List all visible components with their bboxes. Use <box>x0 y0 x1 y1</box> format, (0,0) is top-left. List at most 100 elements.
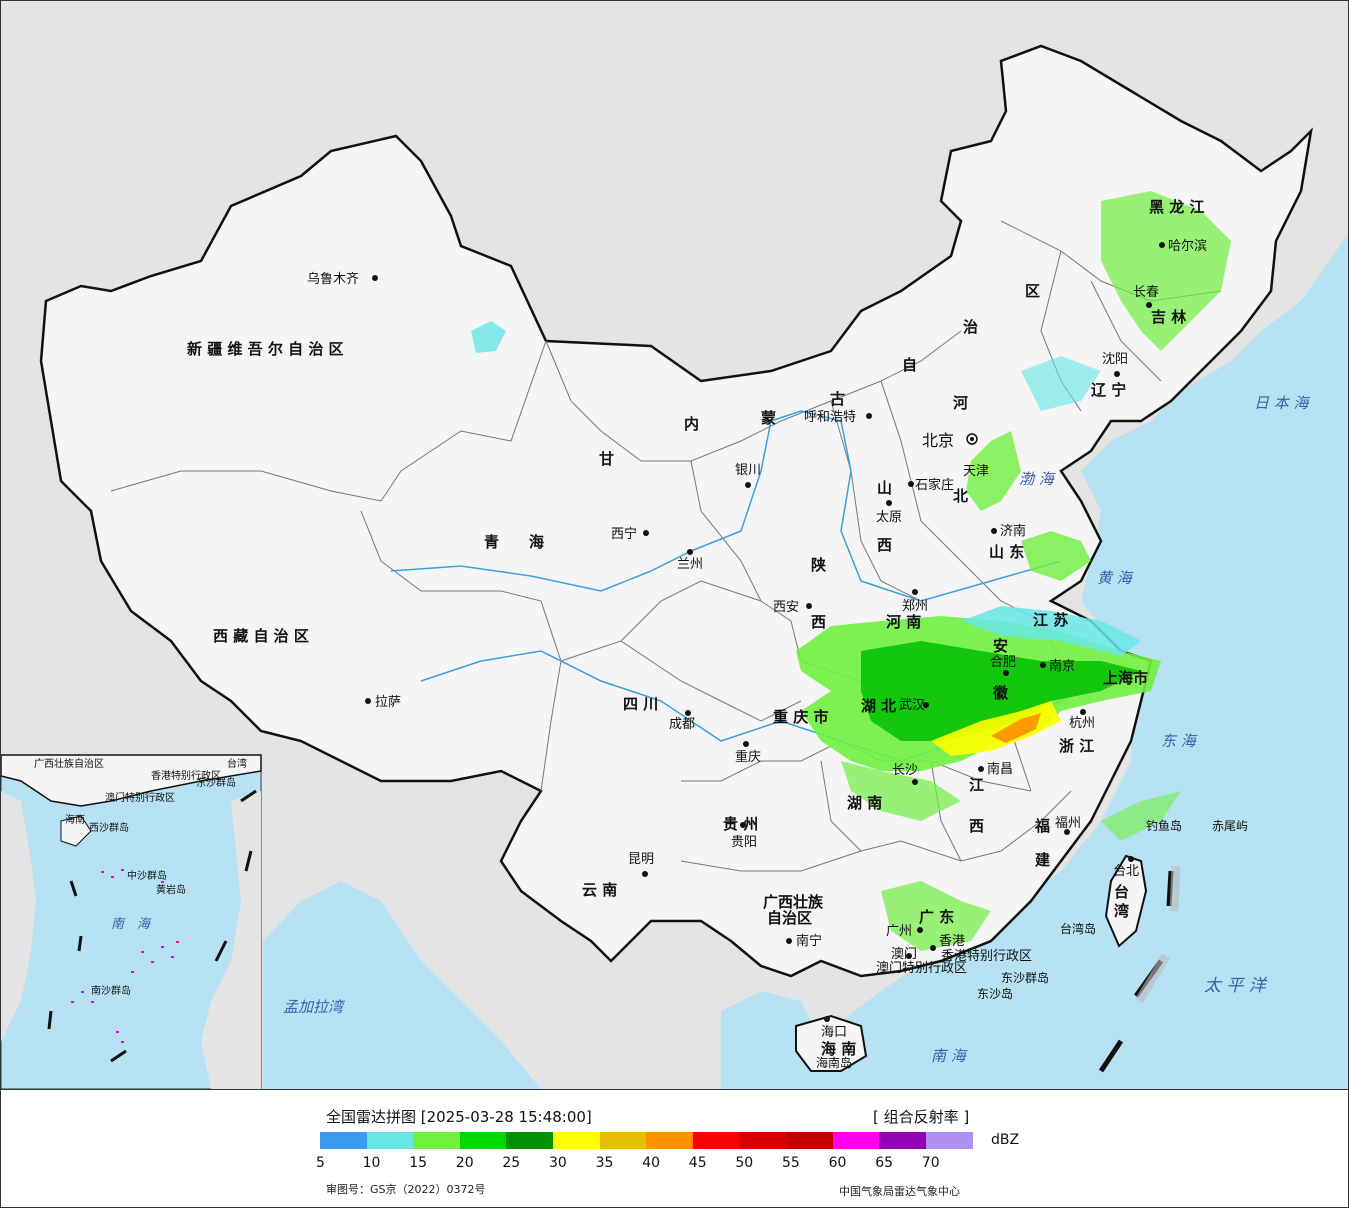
color-tick-30: 30 <box>549 1155 567 1171</box>
city-chengdu: 成都 <box>669 710 695 732</box>
svg-text:武汉: 武汉 <box>899 698 925 713</box>
label-jilin: 吉 林 <box>1151 308 1187 326</box>
color-swatch-8 <box>692 1132 740 1149</box>
label-hainan-island: 海南岛 <box>816 1055 852 1070</box>
svg-text:太原: 太原 <box>876 510 902 525</box>
color-swatch-11 <box>832 1132 880 1149</box>
label-japan-sea: 日 本 海 <box>1254 394 1311 412</box>
east-sea-area <box>761 233 1348 1089</box>
unit-label: dBZ <box>991 1132 1020 1148</box>
label-bengal: 孟加拉湾 <box>283 998 346 1016</box>
label-neimenggu-4: 治 <box>963 318 978 336</box>
label-taiwan-island: 台湾岛 <box>1060 921 1096 936</box>
color-tick-25: 25 <box>502 1155 521 1171</box>
review-number: 审图号：GS京（2022）0372号 <box>326 1183 486 1196</box>
svg-text:昆明: 昆明 <box>628 852 654 867</box>
label-jiangxi-1: 西 <box>969 817 984 835</box>
label-neimenggu-0: 内 <box>684 415 699 433</box>
color-swatch-10 <box>786 1132 833 1149</box>
color-swatch-0 <box>320 1132 367 1149</box>
city-xian: 西安 <box>773 600 812 615</box>
city-kunming: 昆明 <box>628 852 654 877</box>
label-hebei-0: 河 <box>953 394 968 412</box>
svg-text:澳门: 澳门 <box>891 946 917 962</box>
label-south-sea: 南 海 <box>931 1047 968 1065</box>
svg-text:银川: 银川 <box>735 463 761 478</box>
label-tianjin: 天津 <box>963 464 989 479</box>
label-chongqing: 重 庆 市 <box>773 708 828 726</box>
issuer: 中国气象局雷达气象中心 <box>839 1185 960 1198</box>
label-hunan: 湖 南 <box>847 794 882 812</box>
svg-text:沈阳: 沈阳 <box>1102 352 1128 367</box>
color-swatch-1 <box>366 1132 414 1149</box>
svg-text:石家庄: 石家庄 <box>915 477 954 493</box>
color-tick-20: 20 <box>455 1155 474 1171</box>
city-harbin: 哈尔滨 <box>1159 238 1207 254</box>
city-macau: 澳门 <box>891 946 917 962</box>
label-chiwei: 赤尾屿 <box>1212 819 1248 833</box>
label-guangxi-0: 广西壮族 <box>763 893 824 911</box>
color-tick-40: 40 <box>642 1155 661 1171</box>
south-sea-inset: 广西壮族自治区 台湾 香港特别行政区 澳门特别行政区 东沙群岛 西沙群岛 中沙群… <box>1 754 262 1089</box>
city-lhasa: 拉萨 <box>365 695 401 710</box>
label-bohai: 渤 海 <box>1019 470 1056 488</box>
city-beijing: 北京 <box>922 431 978 450</box>
city-hohhot: 呼和浩特 <box>804 410 872 425</box>
svg-text:西宁: 西宁 <box>611 526 637 542</box>
city-yinchuan: 银川 <box>735 463 761 488</box>
label-macau-sar: 澳门特别行政区 <box>876 960 967 976</box>
svg-text:台北: 台北 <box>1113 864 1139 879</box>
label-hk-sar: 香港特别行政区 <box>941 949 1032 964</box>
svg-text:海南: 海南 <box>65 813 85 826</box>
svg-text:长沙: 长沙 <box>892 763 918 778</box>
svg-text:郑州: 郑州 <box>902 599 928 614</box>
city-urumqi: 乌鲁木齐 <box>307 271 378 287</box>
svg-text:贵阳: 贵阳 <box>731 835 757 850</box>
echo-central-dark <box>861 641 1141 741</box>
city-guiyang: 贵阳 <box>731 822 757 850</box>
color-tick-35: 35 <box>595 1155 614 1171</box>
svg-text:哈尔滨: 哈尔滨 <box>1168 238 1207 254</box>
label-hebei-1: 北 <box>953 487 968 505</box>
city-zhengzhou: 郑州 <box>902 589 928 614</box>
city-changchun: 长春 <box>1133 285 1159 308</box>
map-title: 全国雷达拼图 [2025-03-28 15:48:00] <box>326 1108 592 1126</box>
label-heilongjiang: 黑 龙 江 <box>1149 198 1204 216</box>
color-swatch-5 <box>553 1132 600 1149</box>
svg-text:南 海: 南 海 <box>111 917 152 932</box>
label-anhui-1: 徽 <box>992 684 1009 702</box>
japan-sea-area <box>1231 302 1348 481</box>
label-gansu: 甘 <box>599 450 614 468</box>
maritime-boundary-gray <box>1135 865 1181 1004</box>
svg-text:乌鲁木齐: 乌鲁木齐 <box>307 271 359 287</box>
city-nanning: 南宁 <box>786 933 822 949</box>
svg-text:北京: 北京 <box>922 431 954 450</box>
city-hongkong: 香港 <box>930 934 965 951</box>
svg-text:澳门特别行政区: 澳门特别行政区 <box>105 791 175 804</box>
city-hefei: 合肥 <box>990 655 1016 676</box>
city-shenyang: 沈阳 <box>1102 352 1128 377</box>
label-taiwan-0: 台 <box>1114 883 1129 901</box>
color-tick-70: 70 <box>921 1155 940 1171</box>
svg-text:东沙群岛: 东沙群岛 <box>196 776 236 789</box>
svg-text:呼和浩特: 呼和浩特 <box>804 410 856 425</box>
svg-text:广西壮族自治区: 广西壮族自治区 <box>34 757 104 770</box>
label-taiwan-1: 湾 <box>1114 902 1129 920</box>
svg-text:成都: 成都 <box>669 717 695 732</box>
label-shandong: 山 东 <box>989 543 1024 561</box>
city-lanzhou: 兰州 <box>677 549 703 572</box>
label-shanxi-1: 西 <box>877 536 892 554</box>
label-yunnan: 云 南 <box>582 881 617 899</box>
hainan-island <box>795 1014 868 1072</box>
city-changsha: 长沙 <box>892 763 918 785</box>
label-neimenggu-2: 古 <box>830 390 845 408</box>
label-dongsha-island: 东沙岛 <box>977 986 1013 1001</box>
city-nanjing: 南京 <box>1040 658 1075 674</box>
label-shaanxi-1: 西 <box>811 613 826 631</box>
color-swatch-6 <box>599 1132 647 1149</box>
color-tick-55: 55 <box>782 1155 800 1171</box>
label-shanghai: 上海市 <box>1103 669 1148 687</box>
label-neimenggu-1: 蒙 <box>761 409 776 427</box>
svg-text:西安: 西安 <box>773 600 799 615</box>
svg-text:长春: 长春 <box>1133 285 1159 300</box>
